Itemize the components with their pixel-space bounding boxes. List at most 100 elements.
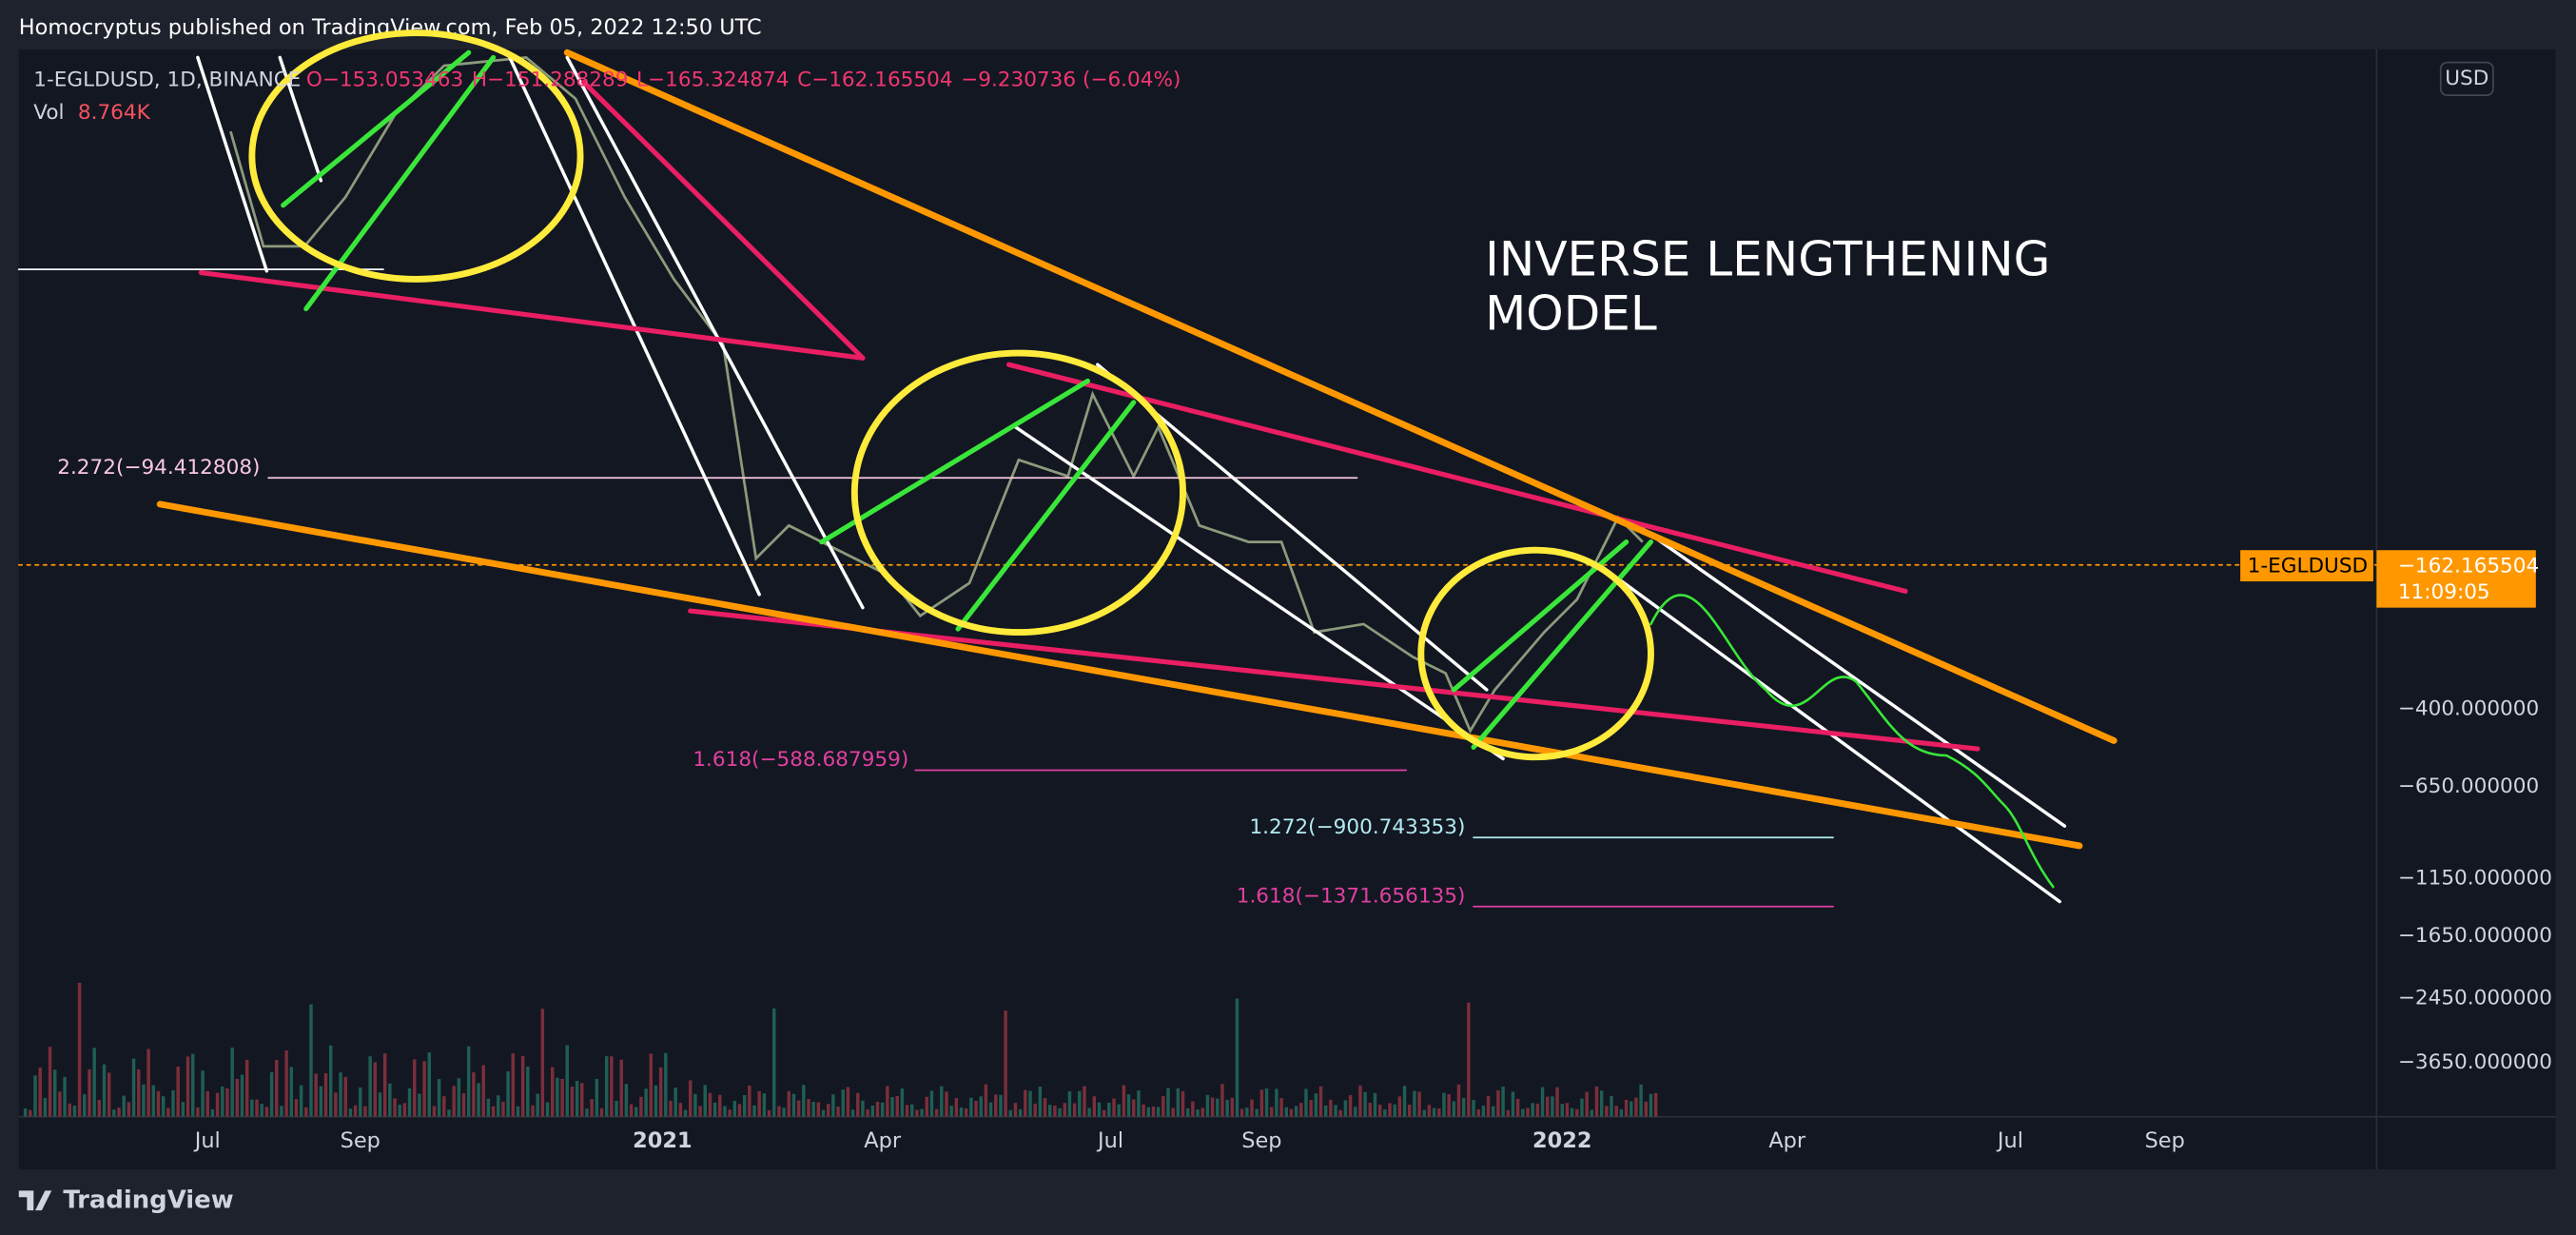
volume-bar — [1156, 1107, 1161, 1117]
volume-bar — [1245, 1108, 1249, 1117]
volume-bar — [137, 1068, 141, 1117]
volume-bar — [791, 1093, 796, 1117]
volume-bar — [599, 1108, 604, 1117]
volume-bar — [264, 1107, 269, 1117]
volume-bar — [757, 1090, 761, 1117]
volume-bar — [1038, 1086, 1043, 1117]
time-label: Jul — [1096, 1128, 1123, 1153]
volume-bar — [1619, 1109, 1624, 1117]
currency-button[interactable] — [2439, 61, 2494, 96]
volume-bar — [280, 1106, 283, 1117]
volume-bar — [363, 1106, 367, 1117]
volume-bar — [526, 1066, 530, 1117]
volume-bar — [1200, 1108, 1204, 1117]
volume-bar — [378, 1092, 382, 1117]
volume-bar — [1368, 1102, 1373, 1117]
volume-bar — [1610, 1096, 1613, 1117]
volume-bar — [1239, 1108, 1244, 1117]
ohlc-values: O−153.053463 H−151.288289 L−165.324874 C−16… — [306, 69, 1181, 92]
volume-bar — [1151, 1107, 1156, 1117]
volume-bar — [732, 1100, 737, 1117]
currency[interactable]: USD — [2445, 67, 2488, 90]
volume-label: Vol — [33, 101, 64, 125]
volume-bar — [940, 1086, 944, 1117]
volume-bar — [1028, 1090, 1032, 1117]
ohlc-item: −9.230736 (−6.04%) — [961, 69, 1181, 92]
ohlc-item: C−162.165504 — [797, 69, 952, 92]
volume-bar — [382, 1053, 387, 1117]
volume-bar — [1097, 1102, 1102, 1117]
volume-bar — [767, 1109, 771, 1117]
volume-bar — [1442, 1092, 1446, 1117]
volume-bar — [422, 1061, 426, 1117]
volume-bar — [866, 1108, 869, 1117]
volume-bar — [48, 1047, 52, 1117]
volume-bar — [1205, 1094, 1210, 1117]
volume-bar — [590, 1099, 594, 1117]
volume-bar — [1334, 1105, 1337, 1117]
volume-bar — [146, 1049, 150, 1117]
volume-bar — [1289, 1108, 1294, 1117]
volume-bar — [1413, 1090, 1416, 1117]
volume-bar — [437, 1079, 441, 1117]
volume-bar — [540, 1009, 545, 1117]
volume-bar — [1343, 1100, 1348, 1117]
volume-bar — [925, 1096, 928, 1117]
volume-bar — [1255, 1108, 1259, 1117]
volume-bar — [585, 1108, 589, 1117]
volume-bar — [915, 1109, 919, 1117]
volume-bar — [1117, 1104, 1121, 1117]
volume-bar — [895, 1096, 899, 1117]
volume-bar — [920, 1108, 924, 1117]
volume-bar — [131, 1058, 136, 1117]
volume-bar — [393, 1098, 397, 1117]
volume-bar — [1373, 1092, 1377, 1117]
volume-bar — [693, 1093, 697, 1117]
volume-bar — [506, 1070, 510, 1117]
volume-bar — [1270, 1107, 1274, 1117]
volume-bar — [418, 1093, 421, 1117]
volume-bar — [664, 1052, 668, 1117]
volume-bar — [1432, 1108, 1436, 1117]
volume-bar — [1599, 1090, 1604, 1117]
volume-bar — [1013, 1103, 1018, 1117]
fib-label: 1.618(−1371.656135) — [1237, 884, 1466, 908]
volume-bar — [1146, 1107, 1151, 1117]
volume-bar — [604, 1056, 609, 1117]
bar-countdown: 11:09:05 — [2398, 580, 2490, 604]
volume-bar — [1126, 1094, 1131, 1117]
volume-bar — [658, 1067, 663, 1117]
volume-bar — [319, 1086, 323, 1117]
volume-bar — [905, 1105, 909, 1117]
volume-bar — [688, 1080, 693, 1117]
volume-bar — [1230, 1097, 1235, 1117]
volume-bar — [836, 1106, 840, 1117]
volume-bar — [230, 1048, 234, 1117]
volume-bar — [875, 1102, 880, 1117]
volume-bar — [1107, 1102, 1111, 1117]
volume-bar — [1590, 1109, 1594, 1117]
volume-bar — [1309, 1100, 1313, 1117]
volume-bar — [1506, 1109, 1511, 1117]
volume-bar — [945, 1091, 948, 1117]
volume-bar — [712, 1102, 717, 1117]
fib-label: 2.272(−94.412808) — [57, 456, 260, 480]
volume-bar — [1540, 1087, 1545, 1117]
volume-bar — [890, 1097, 894, 1117]
volume-bar — [107, 1072, 111, 1117]
volume-bar — [1383, 1109, 1387, 1117]
volume-bar — [368, 1056, 372, 1117]
volume-bar — [807, 1099, 810, 1117]
volume-bar — [1526, 1108, 1530, 1117]
volume-bar — [1594, 1086, 1599, 1117]
volume-bar — [481, 1065, 485, 1117]
volume-bar — [117, 1108, 121, 1117]
volume-bar — [1476, 1109, 1480, 1117]
volume-bar — [72, 1106, 77, 1117]
volume-bar — [1363, 1091, 1367, 1117]
volume-bar — [1515, 1098, 1520, 1117]
volume-bar — [225, 1088, 229, 1117]
volume-bar — [427, 1052, 431, 1117]
volume-bar — [556, 1077, 559, 1117]
volume-bar — [304, 1107, 308, 1117]
